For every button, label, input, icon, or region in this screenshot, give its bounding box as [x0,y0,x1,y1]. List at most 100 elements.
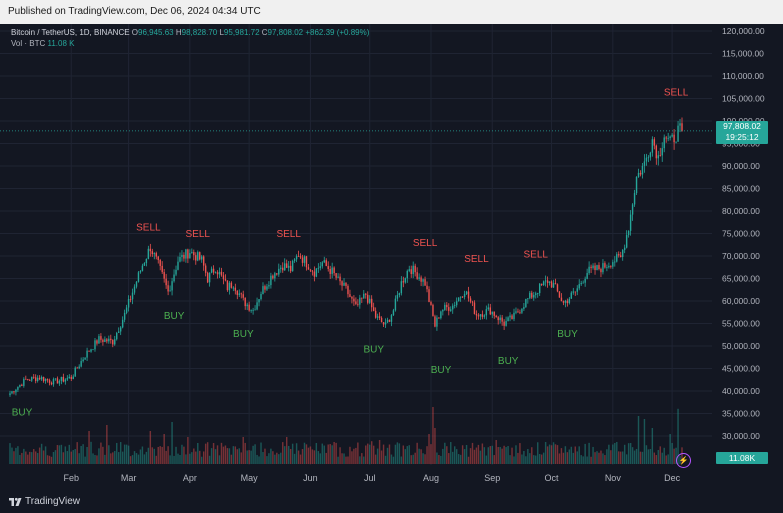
change-value: +862.39 (+0.89%) [305,28,370,37]
candle-body [13,391,15,393]
volume-bar [189,453,191,464]
close-value: 97,808.02 [267,28,304,37]
candle-body [517,311,519,313]
candle-body [299,256,302,258]
candle-body [639,172,642,175]
volume-bar [301,449,304,464]
candle-body [452,305,454,310]
candle-body [230,282,233,288]
volume-bar [31,452,33,464]
candle-body [479,314,482,317]
volume-bar [517,452,519,464]
volume-bar [159,446,161,464]
volume-bar [641,451,644,464]
candle-body [448,307,450,311]
volume-bar [552,442,555,464]
volume-bar [52,452,55,464]
candle-body [370,298,373,308]
volume-bar [669,434,671,464]
chart-panel[interactable]: 120,000.00 115,000.00 110,000.00 105,000.00… [0,24,783,490]
volume-bar [305,444,308,464]
candle-body [404,278,407,283]
volume-bar [171,422,173,464]
candle-body [450,309,452,311]
candle-body [455,301,458,306]
volume-bar [487,447,490,464]
candle-body [345,282,347,286]
candle-body [82,359,84,362]
candle-body [27,379,29,381]
candle-body [54,378,57,380]
volume-bar [374,454,377,464]
volume-bar [272,451,274,464]
volume-bar [307,447,310,464]
candle-body [242,294,244,298]
price-chart[interactable]: 120,000.00 115,000.00 110,000.00 105,000.00… [0,24,783,490]
candle-body [252,310,254,311]
volume-bar [34,451,37,464]
candle-body [34,377,37,382]
candle-body [116,332,118,340]
volume-bar [220,442,223,464]
legend-volume-row: Vol · BTC 11.08 K [11,38,369,49]
volume-bar [540,454,543,464]
buy-signal-label: BUY [233,329,254,340]
volume-bar [416,442,418,464]
volume-bar [19,454,21,464]
symbol-name[interactable]: Bitcoin / TetherUS, 1D, BINANCE [11,28,130,37]
candle-body [380,317,383,323]
candle-body [570,292,573,299]
volume-label[interactable]: Vol · BTC [11,39,46,48]
volume-bar [643,419,646,464]
volume-bar [147,447,150,464]
volume-bar [639,451,642,464]
volume-bar [80,445,82,464]
volume-bar [588,442,590,464]
candle-body [323,260,325,263]
volume-bar [497,447,499,464]
volume-bar [123,444,126,464]
candle-body [86,350,88,358]
volume-bar [633,450,636,464]
volume-bar [187,437,189,464]
volume-bar [446,446,448,464]
candle-body [400,281,403,294]
volume-bar [282,442,284,464]
volume-bar [594,452,596,464]
candle-body [305,256,308,268]
candle-body [66,378,69,380]
candle-body [359,297,361,305]
candle-body [618,254,620,256]
y-tick-label: 85,000.00 [722,184,760,194]
candle-body [402,281,405,283]
tradingview-brand[interactable]: TradingView [25,496,81,507]
candle-body [335,273,337,278]
volume-bar [58,445,61,464]
volume-bar [457,454,460,464]
volume-bar [479,450,482,464]
volume-bar [469,448,472,464]
volume-bar [564,446,567,464]
candle-body [513,312,515,320]
sell-signal-label: SELL [186,229,211,240]
candle-body [199,252,201,260]
volume-bar [537,442,539,464]
volume-bar [179,455,181,464]
candle-body [665,137,667,139]
volume-bar [254,444,256,464]
candle-body [614,261,616,263]
volume-bar [230,454,233,464]
candle-body [206,272,209,283]
volume-bar [378,440,381,464]
candle-body [42,376,45,382]
candle-body [343,282,345,286]
volume-bar [434,428,436,464]
bolt-icon[interactable]: ⚡ [676,453,691,468]
y-tick-label: 30,000.00 [722,431,760,441]
candle-body [202,256,205,266]
tradingview-logo-icon[interactable] [8,495,22,509]
volume-bar [481,443,484,464]
candle-body [325,260,327,267]
candle-body [98,336,100,344]
volume-bar [538,454,541,464]
